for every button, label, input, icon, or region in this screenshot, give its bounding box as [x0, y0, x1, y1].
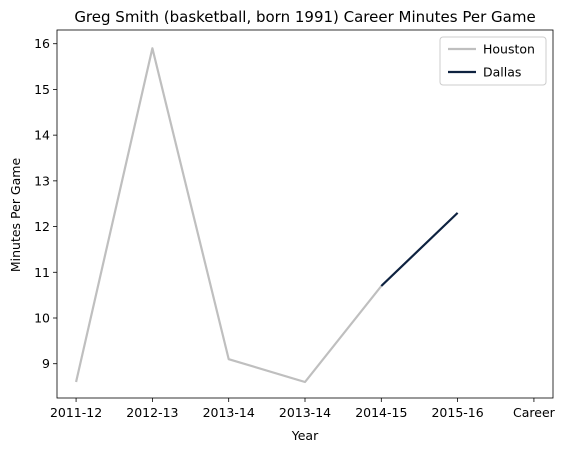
series-line-dallas	[380, 212, 459, 287]
y-tick-label: 9	[42, 356, 50, 371]
x-axis: 2011-12 2012-13 2013-14 2013-14 2014-15 2015-…	[50, 398, 556, 420]
chart-title: Greg Smith (basketball, born 1991) Caree…	[74, 8, 535, 26]
y-tick-label: 15	[34, 82, 50, 97]
y-axis-label: Minutes Per Game	[8, 158, 23, 273]
series-lines	[75, 47, 459, 384]
series-line-houston	[75, 47, 383, 384]
y-axis: 9 10 11 12 13 14 15 16	[34, 36, 57, 371]
x-tick-label: 2015-16	[431, 405, 483, 420]
y-tick-label: 13	[34, 173, 50, 188]
x-tick-label: 2013-14	[279, 405, 331, 420]
y-tick-label: 16	[34, 36, 50, 51]
y-tick-label: 14	[34, 128, 50, 143]
x-tick-label: 2014-15	[355, 405, 407, 420]
x-tick-label: Career	[513, 405, 556, 420]
legend-label-dallas: Dallas	[483, 65, 521, 80]
legend-label-houston: Houston	[483, 42, 535, 57]
y-tick-label: 10	[34, 311, 50, 326]
x-axis-label: Year	[291, 428, 319, 443]
legend: Houston Dallas	[439, 36, 547, 86]
y-tick-label: 11	[34, 265, 50, 280]
x-tick-label: 2012-13	[126, 405, 178, 420]
x-tick-label: 2013-14	[203, 405, 255, 420]
y-tick-label: 12	[34, 219, 50, 234]
x-tick-label: 2011-12	[50, 405, 102, 420]
